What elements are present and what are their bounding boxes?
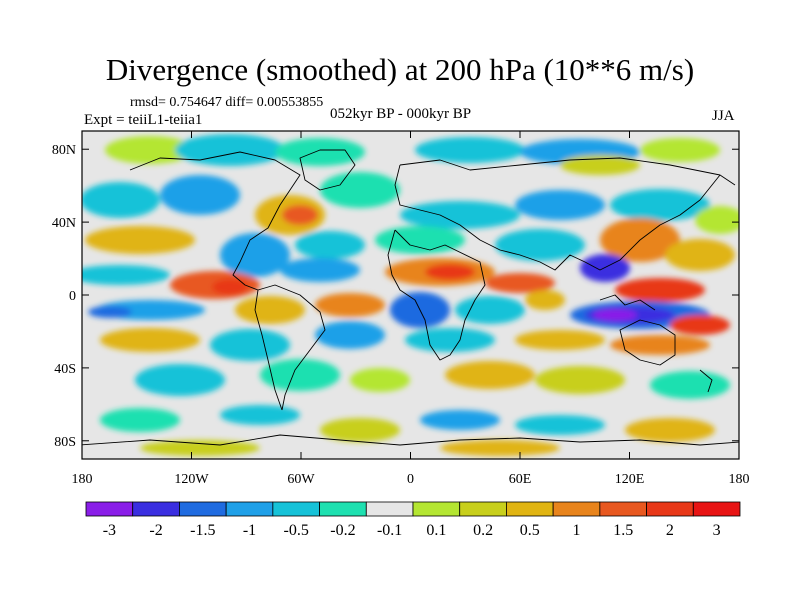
colorbar-label: 2 [666,522,674,539]
axis-ticks: 180 120W 60W 0 60E 120E 180 80N 40N 0 40S 80S [52,131,750,487]
colorbar-label: 1 [573,522,581,539]
colorbar-label: -1.5 [190,522,215,539]
colorbar-swatch [272,501,320,517]
period-label: 052kyr BP - 000kyr BP [330,106,472,122]
experiment-label: Expt = teiiL1-teiia1 [84,112,203,128]
plot-title: Divergence (smoothed) at 200 hPa (10**6 … [105,52,695,87]
colorbar-swatch [85,501,134,517]
colorbar-swatch [179,501,227,517]
coastlines [82,149,739,446]
colorbar-label: 0.5 [520,522,540,539]
colorbar-label: 0.2 [473,522,493,539]
colorbar-swatch [132,501,180,517]
stats-text: rmsd= 0.754647 diff= 0.00553855 [130,95,324,110]
x-tick-label: 180 [729,472,750,487]
colorbar-swatch [319,501,367,517]
y-tick-label: 40N [52,216,76,231]
colorbar-label: 3 [713,522,721,539]
colorbar-swatch [506,501,554,517]
colorbar-label: -0.1 [377,522,402,539]
season-label: JJA [712,108,735,124]
colorbar-swatch [646,501,694,517]
colorbar-swatch [459,501,507,517]
x-tick-label: 180 [72,472,93,487]
colorbar-label: 0.1 [426,522,446,539]
colorbar-label: -0.5 [284,522,309,539]
x-tick-label: 120W [174,472,209,487]
x-tick-label: 120E [615,472,645,487]
x-tick-label: 60E [509,472,532,487]
colorbar-label: 1.5 [613,522,633,539]
y-tick-label: 40S [54,362,76,377]
y-tick-label: 80S [54,435,76,450]
colorbar-swatch [412,501,461,517]
colorbar-swatch [225,501,274,517]
y-tick-label: 80N [52,143,76,158]
colorbar-label: -1 [243,522,256,539]
x-tick-label: 60W [287,472,315,487]
y-tick-label: 0 [69,289,76,304]
colorbar-swatch [599,501,647,517]
colorbar-swatch [365,501,414,517]
x-tick-label: 0 [407,472,414,487]
divergence-field [82,134,739,456]
colorbar-swatch [552,501,601,517]
colorbar: -3 -2 -1.5 -1 -0.5 -0.2 -0.1 0.1 0.2 0.5 1 1.5 2 3 [85,501,741,539]
colorbar-label: -3 [103,522,116,539]
colorbar-swatch [692,501,741,517]
colorbar-label: -2 [149,522,162,539]
colorbar-label: -0.2 [330,522,355,539]
map-panel: 180 120W 60W 0 60E 120E 180 80N 40N 0 40S 80S [52,130,750,487]
